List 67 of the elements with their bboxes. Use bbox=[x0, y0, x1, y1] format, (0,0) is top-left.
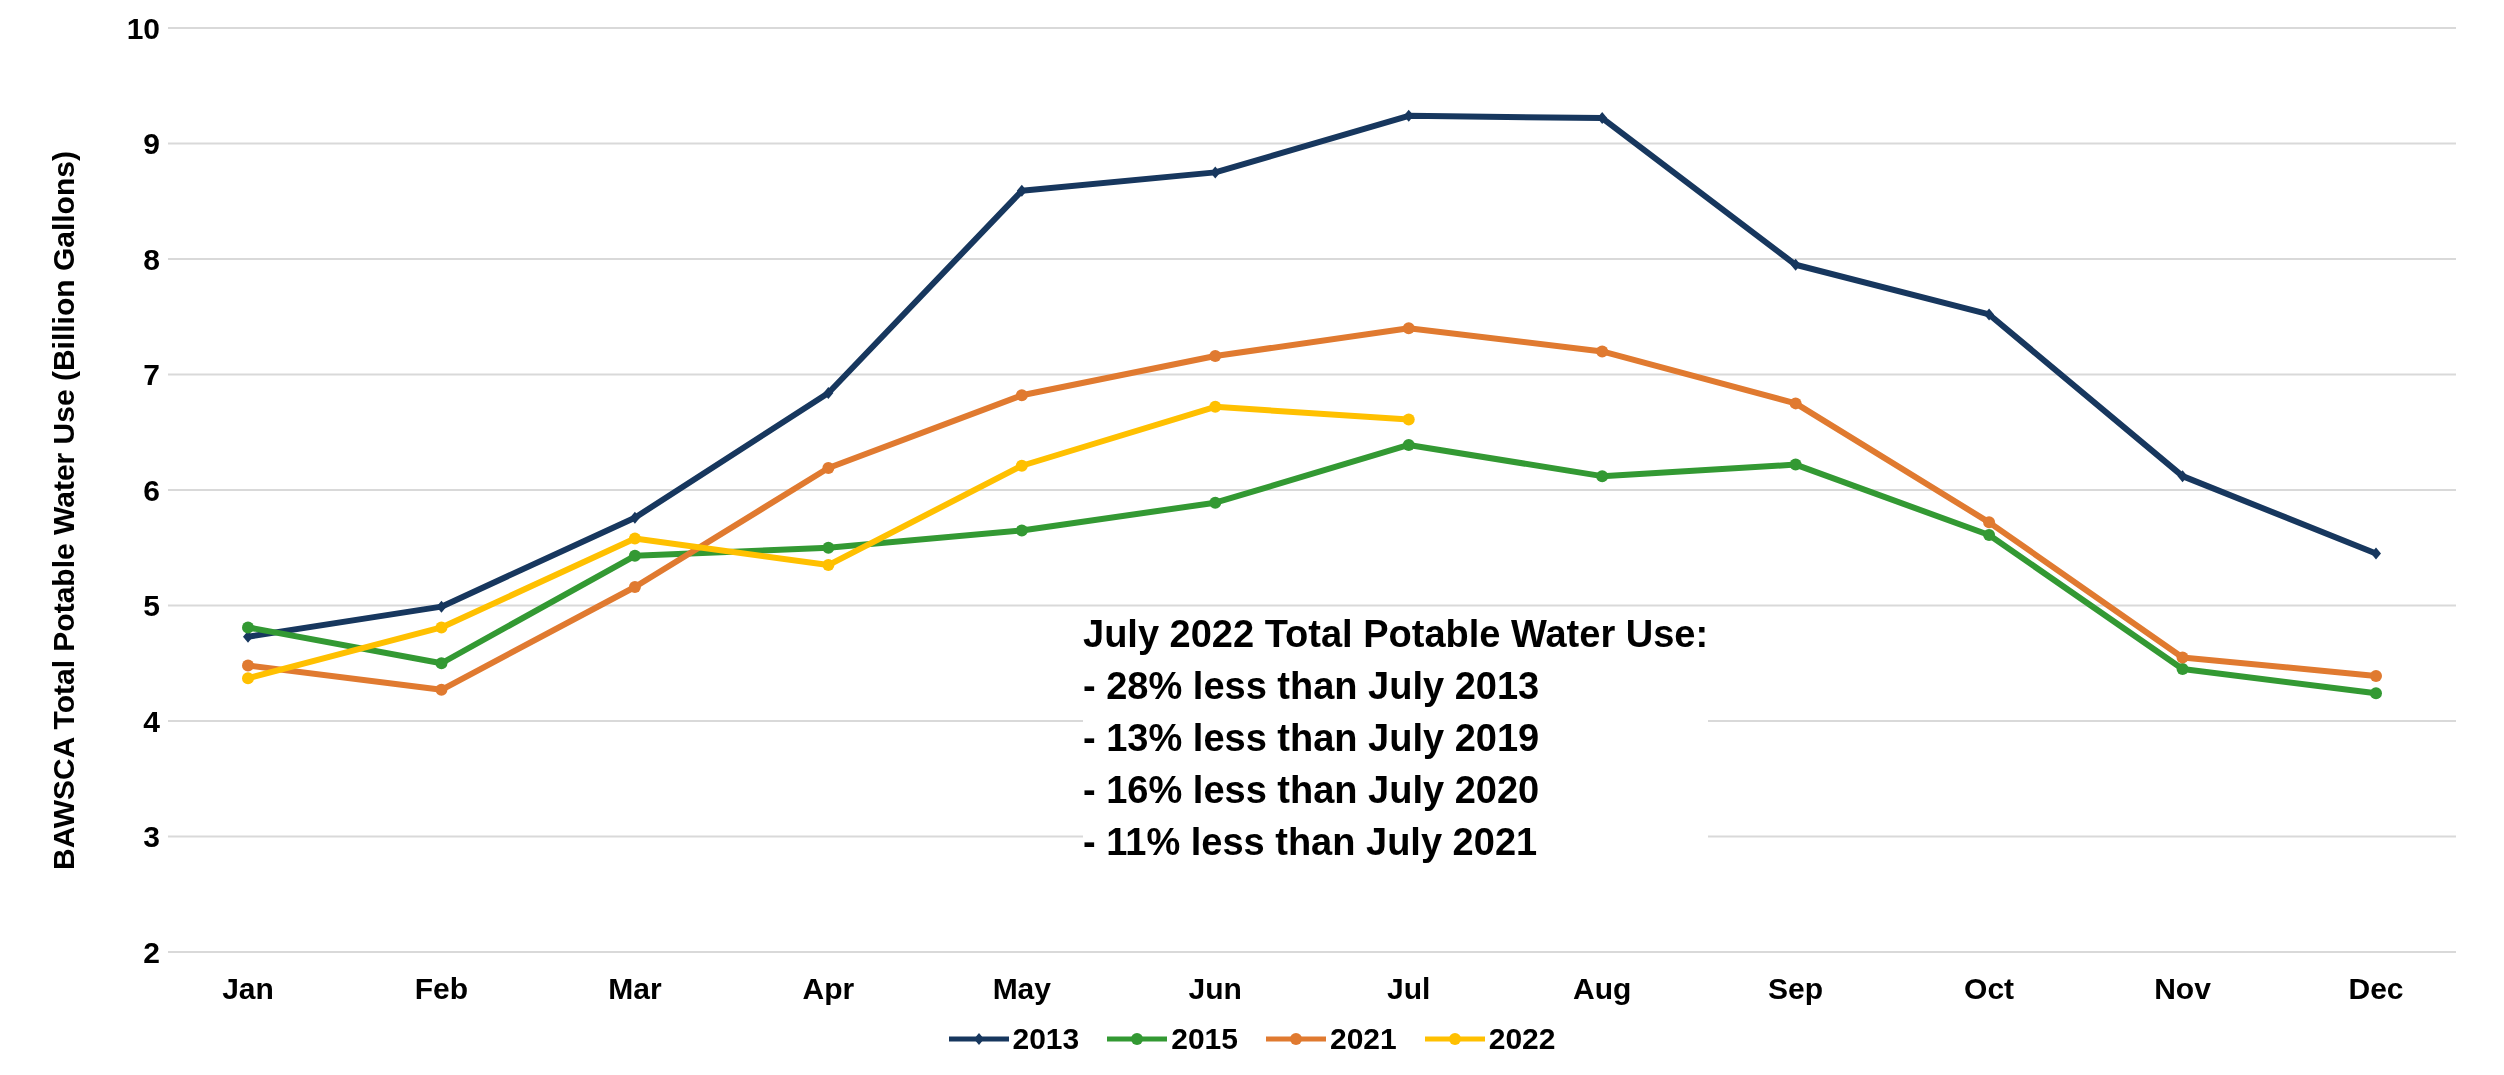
point bbox=[242, 659, 254, 672]
point bbox=[242, 621, 254, 634]
point bbox=[1015, 459, 1028, 472]
x-tick-label: Feb bbox=[414, 972, 469, 1006]
point bbox=[823, 386, 834, 399]
point bbox=[1984, 308, 1995, 321]
annotation: - 28% less than July 2013 bbox=[1083, 664, 1541, 709]
x-tick-label: Nov bbox=[2154, 972, 2212, 1006]
point bbox=[822, 541, 835, 554]
x-tick-label: Jun bbox=[1188, 972, 1242, 1006]
point bbox=[1402, 413, 1415, 426]
x-tick-label: Apr bbox=[802, 972, 855, 1006]
point bbox=[1015, 524, 1028, 537]
point bbox=[1596, 470, 1609, 483]
x-tick-label: Oct bbox=[1964, 972, 2015, 1006]
point bbox=[1209, 350, 1222, 363]
y-tick-label: 6 bbox=[143, 473, 160, 507]
point bbox=[2370, 669, 2382, 682]
y-tick-label: 7 bbox=[143, 358, 160, 392]
x-tick-label: Aug bbox=[1573, 972, 1632, 1006]
point bbox=[1209, 400, 1222, 413]
point bbox=[2370, 687, 2382, 700]
annotation: - 13% less than July 2019 bbox=[1083, 716, 1541, 761]
annotation: July 2022 Total Potable Water Use: bbox=[1083, 612, 1709, 657]
point bbox=[435, 683, 448, 696]
y-tick-label: 9 bbox=[143, 127, 160, 161]
point bbox=[2177, 470, 2188, 483]
point bbox=[1789, 397, 1802, 410]
y-axis-title: BAWSCA Total Potable Water Use (Billion Gallons) bbox=[46, 151, 80, 870]
y-tick-label: 2 bbox=[143, 935, 160, 969]
point bbox=[1789, 458, 1802, 471]
legend-label: 2021 bbox=[1330, 1022, 1397, 1056]
point bbox=[628, 532, 641, 545]
x-tick-label: Sep bbox=[1768, 972, 1824, 1006]
x-tick-label: May bbox=[992, 972, 1052, 1006]
point bbox=[1402, 438, 1415, 451]
x-tick-label: Mar bbox=[608, 972, 662, 1006]
point bbox=[629, 511, 640, 524]
legend-label: 2022 bbox=[1488, 1022, 1556, 1056]
legend-label: 2013 bbox=[1012, 1022, 1080, 1056]
point bbox=[1015, 389, 1028, 402]
x-tick-label: Jan bbox=[222, 972, 274, 1006]
point bbox=[1983, 529, 1996, 542]
y-tick-label: 4 bbox=[143, 704, 161, 738]
legend-label: 2015 bbox=[1171, 1022, 1238, 1056]
y-tick-label: 3 bbox=[143, 820, 160, 854]
annotation: - 11% less than July 2021 bbox=[1083, 820, 1539, 865]
y-tick-label: 10 bbox=[126, 11, 160, 45]
point bbox=[435, 657, 448, 670]
point bbox=[242, 672, 254, 685]
x-tick-label: Jul bbox=[1387, 972, 1431, 1006]
point bbox=[628, 549, 641, 562]
x-tick-label: Dec bbox=[2348, 972, 2404, 1006]
point bbox=[1402, 322, 1415, 335]
y-tick-label: 8 bbox=[143, 242, 160, 276]
y-tick-label: 5 bbox=[143, 589, 160, 623]
point bbox=[1209, 496, 1222, 509]
point bbox=[822, 462, 835, 475]
annotation: - 16% less than July 2020 bbox=[1083, 768, 1541, 813]
point bbox=[822, 559, 835, 572]
point bbox=[2176, 663, 2189, 676]
point bbox=[2176, 651, 2189, 664]
point bbox=[628, 581, 641, 594]
point bbox=[2371, 547, 2381, 560]
point bbox=[1983, 516, 1996, 529]
point bbox=[1596, 345, 1609, 358]
point bbox=[435, 621, 448, 634]
